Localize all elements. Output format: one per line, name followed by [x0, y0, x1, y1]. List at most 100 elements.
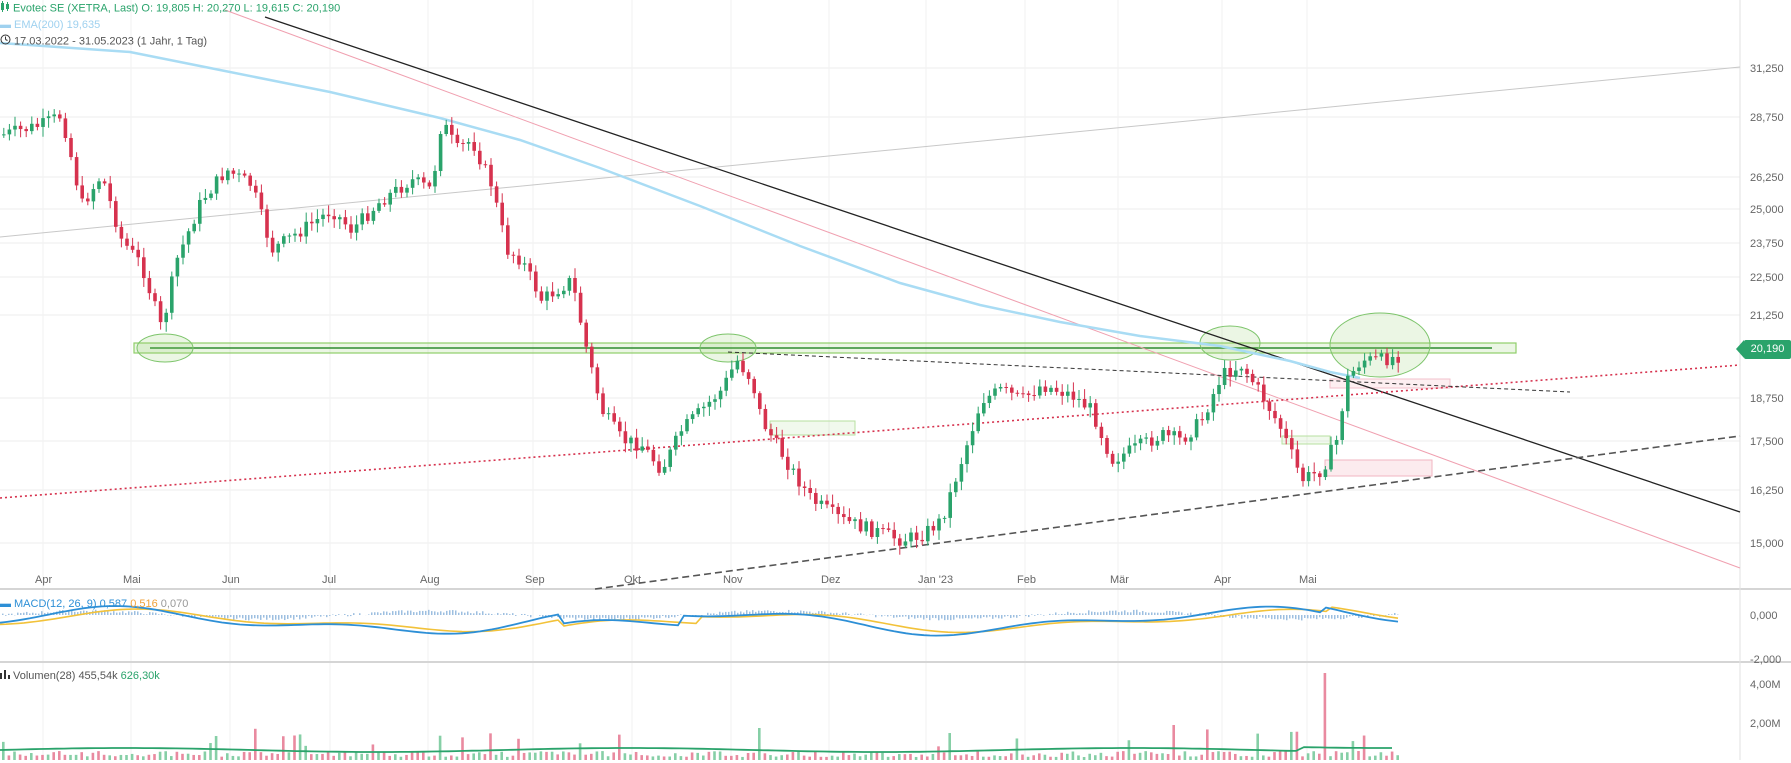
- macd-histogram-bar: [35, 613, 37, 615]
- macd-value: 0,587: [100, 598, 128, 610]
- volume-bar: [971, 756, 974, 760]
- macd-histogram-bar: [347, 615, 349, 616]
- candle: [215, 176, 219, 193]
- macd-histogram-bar: [284, 615, 286, 620]
- macd-histogram-bar: [314, 615, 316, 617]
- volume-bar: [864, 755, 867, 760]
- candle: [568, 278, 572, 291]
- macd-histogram-bar: [1037, 614, 1039, 615]
- macd-histogram-bar: [572, 615, 574, 618]
- line-icon: ▬: [0, 18, 11, 32]
- candle: [1111, 454, 1115, 464]
- volume-bar: [1279, 751, 1282, 760]
- macd-histogram-bar: [431, 611, 433, 615]
- open-value: O: 19,805: [141, 2, 189, 14]
- volume-bar: [243, 752, 246, 760]
- candle: [355, 224, 359, 232]
- candle: [1105, 438, 1109, 454]
- volume-bar: [780, 755, 783, 760]
- macd-histogram-bar: [527, 615, 529, 616]
- macd-histogram-bar: [944, 615, 946, 620]
- macd-histogram-bar: [29, 613, 31, 615]
- macd-histogram-bar: [1043, 615, 1045, 616]
- macd-histogram-bar: [671, 615, 673, 617]
- candle: [1318, 473, 1322, 477]
- candle: [612, 413, 616, 421]
- macd-histogram-bar: [296, 615, 298, 617]
- volume-bar: [299, 734, 302, 760]
- macd-histogram-bar: [110, 613, 112, 615]
- volume-bar: [920, 755, 923, 760]
- macd-legend: ▬MACD(12, 26, 9) 0,587 0,516 0,070: [0, 597, 188, 611]
- candle: [1251, 374, 1255, 382]
- macd-histogram-bar: [566, 615, 568, 617]
- candle: [573, 278, 577, 293]
- macd-histogram-bar: [1085, 613, 1087, 615]
- candle: [97, 181, 101, 189]
- macd-histogram-bar: [842, 613, 844, 615]
- volume-bar: [1144, 751, 1147, 760]
- macd-histogram-bar: [119, 612, 121, 615]
- candle: [30, 124, 34, 131]
- macd-histogram-bar: [1160, 613, 1162, 615]
- macd-histogram-bar: [992, 615, 994, 619]
- macd-histogram-bar: [1172, 611, 1174, 615]
- volume-bar: [1352, 741, 1355, 760]
- macd-histogram-bar: [1154, 613, 1156, 615]
- candle: [1122, 454, 1126, 462]
- candle: [400, 187, 404, 193]
- candle: [388, 193, 392, 205]
- candle: [825, 501, 829, 505]
- macd-histogram-bar: [1094, 612, 1096, 615]
- macd-histogram-bar: [1019, 615, 1021, 616]
- macd-histogram-bar: [899, 615, 901, 617]
- candle: [1200, 419, 1204, 420]
- candle: [204, 198, 208, 200]
- macd-histogram-bar: [923, 615, 925, 619]
- macd-histogram-bar: [977, 615, 979, 618]
- candle: [652, 450, 656, 461]
- macd-histogram-bar: [578, 615, 580, 618]
- macd-histogram-bar: [146, 614, 148, 615]
- candle: [226, 171, 230, 181]
- volume-bar: [724, 756, 727, 760]
- macd-histogram-bar: [653, 615, 655, 619]
- macd-histogram-bar: [41, 611, 43, 615]
- volume-bar: [198, 755, 201, 760]
- volume-bar: [640, 755, 643, 760]
- macd-histogram-bar: [293, 615, 295, 620]
- macd-histogram-bar: [467, 611, 469, 615]
- candle: [310, 222, 314, 224]
- volume-bar: [120, 755, 123, 760]
- macd-histogram-bar: [728, 612, 730, 615]
- macd-histogram-bar: [1265, 615, 1267, 619]
- candle: [1268, 401, 1272, 411]
- volume-bar: [220, 757, 223, 760]
- macd-histogram-bar: [491, 614, 493, 615]
- macd-histogram-bar: [854, 614, 856, 615]
- volume-bar: [489, 733, 492, 760]
- candle: [674, 436, 678, 450]
- candle: [836, 507, 840, 514]
- volume-bar: [1312, 751, 1315, 760]
- macd-histogram-bar: [278, 615, 280, 620]
- macd-histogram-bar: [257, 615, 259, 619]
- macd-histogram-bar: [479, 613, 481, 615]
- candle: [467, 142, 471, 144]
- volume-bar: [1368, 756, 1371, 760]
- volume-bar: [332, 756, 335, 760]
- macd-histogram-bar: [986, 615, 988, 617]
- candle: [131, 246, 135, 250]
- candle: [1100, 427, 1104, 438]
- candle: [741, 361, 745, 372]
- macd-histogram-bar: [1163, 613, 1165, 615]
- candle: [842, 514, 846, 517]
- volume-bar: [1380, 752, 1383, 760]
- candle: [254, 186, 258, 193]
- volume-bar: [948, 733, 951, 760]
- candle: [982, 403, 986, 413]
- volume-bar: [131, 754, 134, 760]
- volume-bar: [612, 752, 615, 760]
